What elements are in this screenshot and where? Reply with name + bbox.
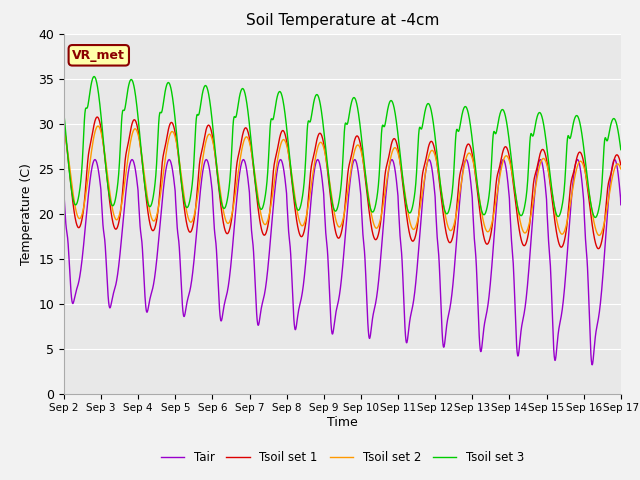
Tsoil set 1 — [371, 236, 379, 242]
Tsoil set 2 — [504, 155, 512, 161]
Tsoil set 3 — [90, 73, 98, 79]
Tsoil set 3 — [359, 146, 367, 152]
Tsoil set 1 — [504, 149, 512, 155]
Tsoil set 3 — [60, 111, 68, 117]
Tsoil set 1 — [216, 192, 223, 197]
Tair — [617, 202, 625, 208]
Tsoil set 1 — [60, 123, 68, 129]
Tsoil set 2 — [584, 180, 591, 186]
Tsoil set 3 — [371, 205, 379, 211]
Tsoil set 1 — [595, 246, 602, 252]
Tsoil set 2 — [568, 192, 575, 197]
Tsoil set 2 — [216, 182, 223, 188]
Tsoil set 2 — [94, 123, 102, 129]
Tair — [583, 256, 591, 262]
Line: Tair: Tair — [64, 160, 621, 365]
Tair — [60, 192, 68, 197]
Tsoil set 2 — [359, 155, 367, 161]
Tair — [216, 302, 223, 308]
Tsoil set 3 — [584, 175, 591, 180]
Tsoil set 3 — [568, 129, 575, 134]
Line: Tsoil set 1: Tsoil set 1 — [64, 117, 621, 249]
Tair — [504, 182, 512, 188]
Tsoil set 1 — [93, 114, 101, 120]
Tsoil set 1 — [359, 155, 367, 160]
Tsoil set 1 — [584, 183, 591, 189]
X-axis label: Time: Time — [327, 416, 358, 429]
Line: Tsoil set 2: Tsoil set 2 — [64, 126, 621, 235]
Tair — [358, 223, 366, 229]
Y-axis label: Temperature (C): Temperature (C) — [20, 163, 33, 264]
Tsoil set 3 — [504, 131, 512, 137]
Title: Soil Temperature at -4cm: Soil Temperature at -4cm — [246, 13, 439, 28]
Tair — [588, 362, 596, 368]
Line: Tsoil set 3: Tsoil set 3 — [64, 76, 621, 217]
Tair — [568, 195, 575, 201]
Tair — [611, 157, 618, 163]
Tsoil set 2 — [60, 127, 68, 133]
Tsoil set 3 — [591, 215, 599, 220]
Text: VR_met: VR_met — [72, 49, 125, 62]
Tair — [371, 305, 378, 311]
Tsoil set 1 — [617, 162, 625, 168]
Tsoil set 1 — [568, 176, 575, 181]
Tsoil set 2 — [617, 166, 625, 172]
Tsoil set 3 — [617, 147, 625, 153]
Tsoil set 2 — [595, 232, 603, 238]
Legend: Tair, Tsoil set 1, Tsoil set 2, Tsoil set 3: Tair, Tsoil set 1, Tsoil set 2, Tsoil se… — [156, 446, 529, 469]
Tsoil set 3 — [216, 188, 223, 194]
Tsoil set 2 — [371, 224, 379, 229]
